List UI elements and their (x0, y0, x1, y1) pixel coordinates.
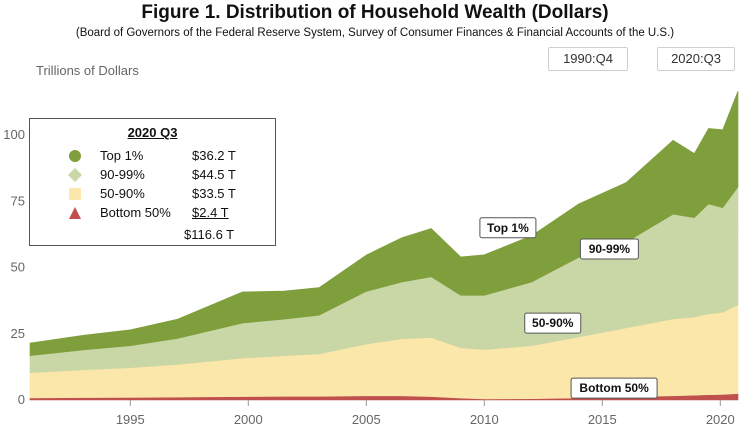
y-axis-label: Trillions of Dollars (36, 63, 139, 78)
legend-item-bottom50: Bottom 50% $2.4 T (30, 204, 275, 223)
legend-item-50-90: 50-90% $33.5 T (30, 185, 275, 204)
callout-90-99: 90-99% (579, 238, 639, 260)
legend-title: 2020 Q3 (127, 125, 178, 140)
x-tick-label: 2015 (588, 412, 617, 427)
legend-box: 2020 Q3 Top 1% $36.2 T 90-99% $44.5 T 50… (29, 118, 276, 246)
callout-bottom-50: Bottom 50% (570, 377, 658, 399)
y-tick-label: 50 (11, 260, 25, 275)
legend-item-value: $36.2 T (192, 148, 236, 163)
y-tick-label: 25 (11, 326, 25, 341)
chart-title: Figure 1. Distribution of Household Weal… (141, 2, 609, 23)
legend-item-name: 90-99% (100, 167, 145, 182)
callout-label: Bottom 50% (579, 381, 649, 395)
range-end-button[interactable]: 2020:Q3 (657, 47, 735, 71)
legend-item-name: Top 1% (100, 148, 144, 163)
legend-total: $116.6 T (184, 227, 235, 242)
x-tick-label: 2010 (470, 412, 499, 427)
callout-label: Top 1% (487, 221, 529, 235)
legend-item-name: Bottom 50% (100, 205, 171, 220)
callout-box (479, 217, 537, 239)
callout-top-1: Top 1% (479, 217, 537, 239)
y-tick-label: 0 (18, 392, 25, 407)
legend-item-value: $2.4 T (192, 205, 229, 220)
y-tick-label: 100 (3, 127, 25, 142)
x-axis: 1995 2000 2005 2010 2015 2020 (116, 400, 735, 427)
x-tick-label: 2020 (706, 412, 735, 427)
y-tick-label: 75 (11, 193, 25, 208)
legend-item-value: $44.5 T (192, 167, 236, 182)
callout-box (579, 238, 639, 260)
legend-item-90-99: 90-99% $44.5 T (30, 166, 275, 185)
callout-50-90: 50-90% (524, 312, 582, 334)
callout-box (570, 377, 658, 399)
chart-subtitle: (Board of Governors of the Federal Reser… (75, 27, 675, 39)
series-callouts: Top 1% 90-99% 50-90% Bottom 50% (479, 217, 658, 399)
callout-label: 90-99% (589, 242, 631, 256)
legend-item-value: $33.5 T (192, 186, 236, 201)
x-tick-label: 1995 (116, 412, 145, 427)
legend-item-name: 50-90% (100, 186, 145, 201)
range-start-button[interactable]: 1990:Q4 (548, 47, 628, 71)
callout-label: 50-90% (532, 316, 574, 330)
circle-marker-icon (69, 150, 81, 162)
y-axis: 0 25 50 75 100 (3, 127, 25, 407)
diamond-marker-icon (68, 168, 82, 182)
triangle-marker-icon (69, 207, 81, 219)
x-tick-label: 2000 (234, 412, 263, 427)
callout-box (524, 312, 582, 334)
square-marker-icon (69, 188, 81, 200)
legend-item-top1: Top 1% $36.2 T (30, 147, 275, 166)
area-top-1 (29, 90, 739, 357)
x-tick-label: 2005 (352, 412, 381, 427)
